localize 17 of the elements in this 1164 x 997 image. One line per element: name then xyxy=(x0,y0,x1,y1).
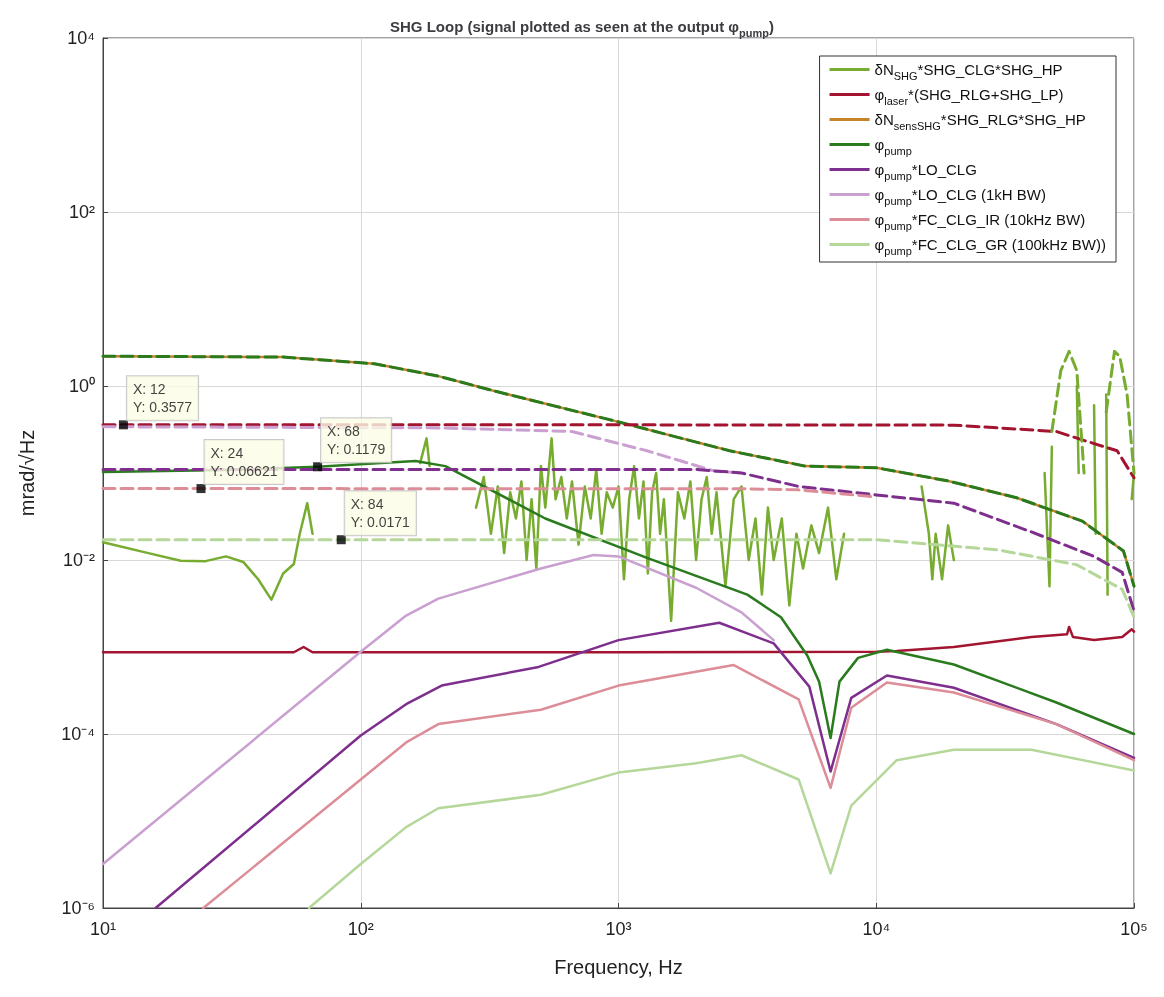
x-tick-label: 10⁵ xyxy=(1120,919,1148,939)
annotation: X: 68 Y: 0.1179 xyxy=(327,423,386,458)
annotation: X: 12 Y: 0.3577 xyxy=(132,381,193,416)
x-tick-label: 10² xyxy=(347,919,374,939)
annotation: X: 84 Y: 0.0171 xyxy=(350,496,411,531)
y-tick-label: 10² xyxy=(68,202,96,222)
y-tick-label: 10⁻⁶ xyxy=(61,898,95,918)
y-tick-label: 10⁰ xyxy=(68,376,95,396)
annotation: X: 24 Y: 0.06621 xyxy=(210,445,278,480)
x-tick-label: 10⁴ xyxy=(862,919,891,939)
y-tick-label: 10⁻⁴ xyxy=(61,724,95,744)
x-tick-label: 10¹ xyxy=(89,919,117,939)
x-tick-label: 10³ xyxy=(605,919,632,939)
y-tick-label: 10⁻² xyxy=(62,550,96,570)
y-tick-label: 10⁴ xyxy=(67,28,95,48)
x-axis-title: Frequency, Hz xyxy=(554,956,683,978)
y-axis-title: mrad/√Hz xyxy=(16,429,38,517)
